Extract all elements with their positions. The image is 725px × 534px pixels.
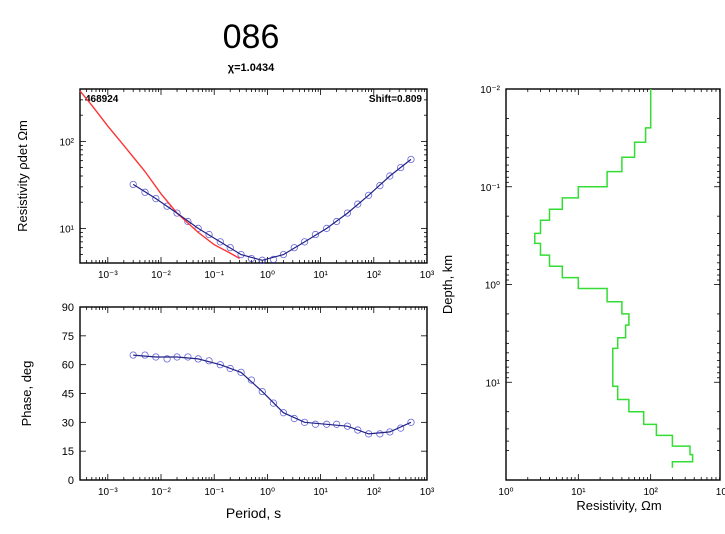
phase-data-point [279, 409, 288, 417]
model-x-axis-label: Resistivity, Ωm [576, 498, 661, 513]
resistivity-x-tick-label: 10⁻¹ [204, 270, 224, 281]
model-y-axis-label: Depth, km [440, 255, 455, 314]
resistivity-data-point [323, 224, 331, 232]
resistivity-x-tick-label: 10³ [420, 270, 435, 281]
resistivity-data-point [163, 202, 171, 210]
phase-x-tick-label: 10³ [420, 487, 435, 498]
figure-subtitle: χ=1.0434 [228, 62, 275, 74]
model-x-tick-label: 10³ [716, 487, 725, 498]
resistivity-data-point [300, 238, 309, 246]
resistivity-model-curve [534, 89, 694, 468]
resistivity-frame [79, 88, 428, 264]
resistivity-data-point [237, 250, 245, 259]
phase-x-tick-label: 10¹ [313, 487, 328, 498]
phase-y-tick-label: 75 [62, 331, 74, 343]
model-y-tick-label: 10⁻¹ [480, 183, 500, 194]
model-y-tick-label: 10¹ [486, 378, 501, 389]
resistivity-data-point [407, 155, 415, 164]
model-y-tick-label: 10⁰ [485, 281, 500, 292]
phase-x-axis-label: Period, s [226, 505, 281, 521]
phase-data-point [141, 351, 149, 359]
resistivity-data-point [333, 217, 341, 226]
resistivity-data-point [397, 163, 405, 172]
resistivity-y-tick-label: 10¹ [60, 224, 75, 235]
resistivity-data-point [365, 191, 373, 199]
phase-y-tick-label: 90 [62, 302, 74, 314]
phase-data-point [407, 418, 415, 426]
resistivity-data-point [279, 250, 288, 259]
phase-frame [79, 306, 428, 481]
resistivity-x-tick-label: 10¹ [313, 270, 328, 281]
resistivity-x-tick-label: 10⁻³ [98, 270, 118, 281]
resistivity-data-point [354, 200, 362, 208]
phase-data-point [226, 364, 234, 373]
phase-data-point [311, 420, 320, 428]
resistivity-red-curve [79, 90, 240, 260]
resistivity-x-tick-label: 10² [367, 270, 382, 281]
resistivity-data-point [376, 182, 384, 190]
resistivity-data-point [343, 209, 352, 217]
resistivity-data-point [184, 217, 192, 226]
station-id-label: 468924 [85, 94, 119, 105]
resistivity-data-point [258, 256, 266, 264]
resistivity-data-point [129, 180, 137, 189]
phase-data-point [184, 353, 192, 361]
phase-x-tick-label: 10⁻³ [98, 487, 118, 498]
phase-y-tick-label: 30 [62, 417, 74, 429]
phase-y-tick-label: 0 [68, 475, 74, 487]
phase-data-point [163, 355, 171, 363]
resistivity-panel: 10⁻³ 10⁻² 10⁻¹ 10⁰ 10¹ 10² 10³ 10¹ 10² Resistivit… [15, 88, 435, 281]
phase-y-axis-label: Phase, deg [19, 361, 34, 427]
resistivity-fit-curve [132, 158, 412, 261]
resistivity-data-point [141, 188, 149, 196]
resistivity-data-point [205, 230, 213, 239]
phase-data-point [216, 361, 224, 369]
phase-panel: 10⁻³ 10⁻² 10⁻¹ 10⁰ 10¹ 10² 10³ 0 15 30 45 60 75 90 Pha… [19, 302, 435, 521]
model-x-tick-label: 10¹ [571, 487, 586, 498]
resistivity-y-tick-label: 10² [60, 137, 75, 148]
phase-x-tick-label: 10⁻¹ [204, 487, 224, 498]
resistivity-data-point [173, 209, 181, 217]
resistivity-data-point [226, 244, 234, 252]
phase-fit-curve [133, 354, 412, 435]
phase-data-point [269, 399, 278, 407]
model-x-tick-label: 10² [643, 487, 658, 498]
resistivity-y-axis-label: Resistivity ρdet Ωm [15, 120, 30, 232]
model-y-tick-label: 10⁻² [480, 85, 500, 96]
model-x-tick-label: 10⁰ [498, 487, 513, 498]
resistivity-data-point [269, 255, 278, 263]
phase-y-tick-label: 15 [62, 446, 74, 458]
resistivity-x-tick-label: 10⁻² [151, 270, 171, 281]
resistivity-data-point [290, 244, 298, 252]
phase-y-tick-label: 45 [62, 389, 74, 401]
phase-x-tick-label: 10⁻² [151, 487, 171, 498]
phase-data-point [376, 430, 384, 438]
figure-title: 086 [223, 18, 280, 56]
resistivity-data-point [216, 238, 224, 246]
phase-data-point [237, 368, 245, 376]
model-panel: 10⁰ 10¹ 10² 10³ 10⁻² 10⁻¹ 10⁰ 10¹ Depth, km Resis… [440, 85, 725, 513]
resistivity-data-point [311, 230, 320, 239]
shift-label: Shift=0.809 [369, 94, 423, 105]
phase-x-tick-label: 10⁰ [260, 487, 275, 498]
phase-y-tick-label: 60 [62, 360, 74, 372]
resistivity-x-tick-label: 10⁰ [260, 270, 275, 281]
phase-data-point [258, 387, 266, 396]
resistivity-data-point [152, 194, 160, 203]
phase-data-point [354, 426, 362, 434]
phase-x-tick-label: 10² [367, 487, 382, 498]
resistivity-data-point [386, 172, 394, 180]
phase-data-point [247, 376, 255, 384]
phase-data-point [333, 420, 341, 428]
model-frame [505, 88, 721, 481]
